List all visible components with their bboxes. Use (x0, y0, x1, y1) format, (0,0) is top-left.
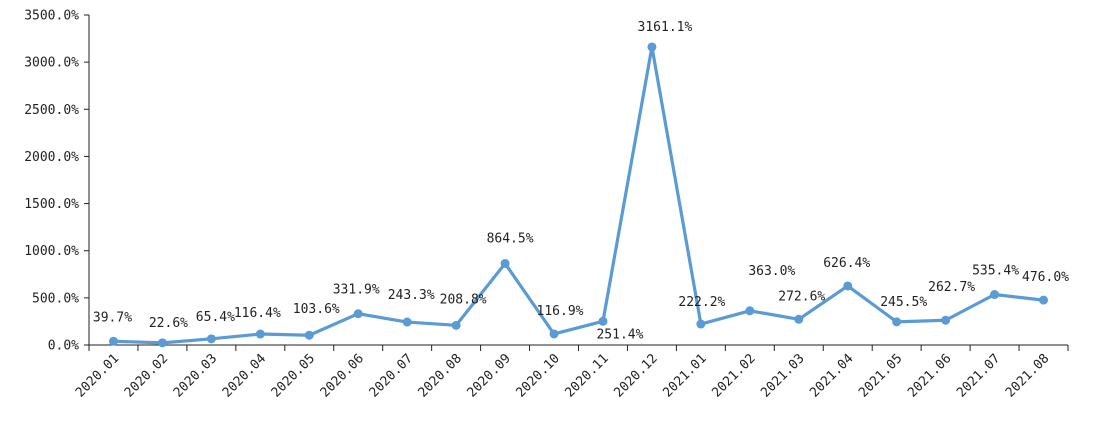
x-tick-label: 2020.02 (122, 351, 171, 400)
y-tick-label: 2500.0% (24, 103, 79, 118)
data-label: 116.4% (234, 306, 281, 321)
data-point (696, 319, 706, 329)
x-tick-label: 2020.04 (220, 351, 269, 400)
data-label: 331.9% (333, 283, 380, 298)
data-label: 65.4% (196, 310, 235, 325)
y-tick-label: 500.0% (32, 291, 79, 306)
data-label: 864.5% (487, 231, 534, 246)
x-tick-label: 2021.08 (1003, 351, 1052, 400)
data-point (647, 42, 657, 52)
x-tick-label: 2020.07 (367, 351, 416, 400)
x-tick-label: 2020.06 (318, 351, 367, 400)
data-point (500, 258, 510, 268)
data-label: 222.2% (678, 295, 725, 310)
x-tick-label: 2021.05 (856, 351, 905, 400)
series-line (111, 45, 1046, 345)
x-tick-label: 2021.07 (954, 351, 1003, 400)
data-point (990, 290, 1000, 300)
data-point (304, 330, 314, 340)
x-tick-label: 2020.11 (562, 351, 611, 400)
data-label: 626.4% (823, 256, 870, 271)
data-point (892, 317, 902, 327)
x-tick-label: 2020.03 (171, 351, 220, 400)
data-label: 251.4% (596, 327, 643, 342)
x-tick-label: 2021.01 (660, 351, 709, 400)
x-tick-label: 2021.02 (709, 351, 758, 400)
data-label: 208.8% (440, 292, 487, 307)
data-label: 535.4% (972, 264, 1019, 279)
data-label: 272.6% (778, 289, 825, 304)
x-tick-label: 2021.06 (905, 351, 954, 400)
data-point (745, 306, 755, 316)
x-tick-label: 2021.03 (758, 351, 807, 400)
y-tick-label: 2000.0% (24, 150, 79, 165)
x-tick-label: 2021.04 (807, 351, 856, 400)
data-label: 22.6% (149, 316, 188, 331)
x-tick-label: 2020.09 (465, 351, 514, 400)
y-tick-label: 1000.0% (24, 244, 79, 259)
data-label: 116.9% (537, 304, 584, 319)
data-point (598, 316, 608, 326)
data-label: 39.7% (93, 310, 132, 325)
y-tick-label: 3000.0% (24, 56, 79, 71)
series-revenue-growth (108, 42, 1049, 348)
x-tick-label: 2020.10 (513, 351, 562, 400)
data-point (451, 320, 461, 330)
data-point (402, 317, 412, 327)
data-point (353, 309, 363, 319)
data-label: 262.7% (928, 280, 975, 295)
data-point (794, 314, 804, 324)
x-tick-label: 2020.12 (611, 351, 660, 400)
data-point (255, 329, 265, 339)
data-point (843, 281, 853, 291)
data-point (1039, 295, 1049, 305)
data-label: 476.0% (1022, 270, 1069, 285)
y-tick-label: 1500.0% (24, 197, 79, 212)
data-label: 363.0% (748, 264, 795, 279)
data-label: 245.5% (880, 295, 927, 310)
x-tick-label: 2020.08 (416, 351, 465, 400)
y-tick-label: 0.0% (48, 339, 79, 354)
x-tick-label: 2020.01 (73, 351, 122, 400)
data-point (941, 315, 951, 325)
data-label: 243.3% (388, 288, 435, 303)
data-label: 3161.1% (638, 20, 693, 35)
data-labels: 39.7% 22.6% 65.4%116.4% 103.6% 331.9% 243.3% 2… (93, 20, 1069, 342)
data-point (108, 336, 118, 346)
x-tick-label: 2020.05 (269, 351, 318, 400)
data-point (206, 334, 216, 344)
data-point (549, 329, 559, 339)
data-point (157, 338, 167, 348)
y-tick-label: 3500.0% (24, 9, 79, 24)
data-label: 103.6% (293, 302, 340, 317)
